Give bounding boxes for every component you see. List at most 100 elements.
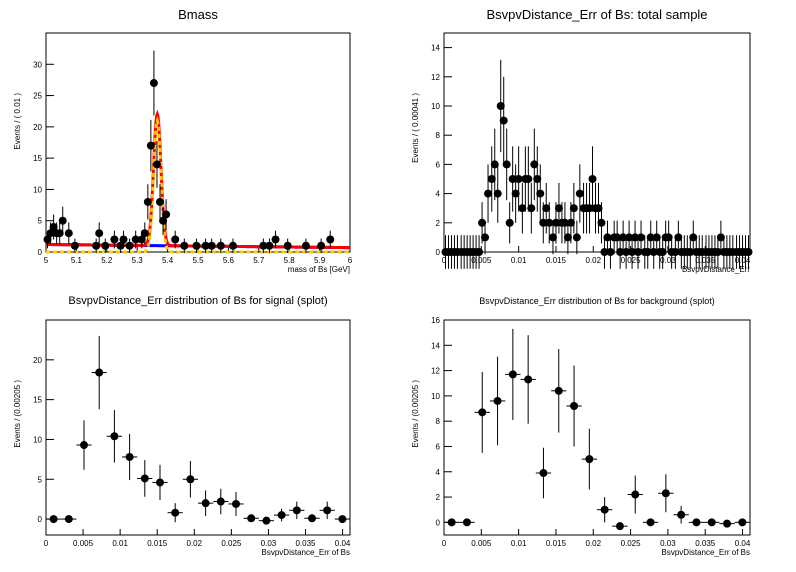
- data-point: [462, 518, 471, 527]
- x-axis-label: BsvpvDistance_Err of Bs: [662, 548, 750, 557]
- data-point: [49, 515, 58, 524]
- data-point: [149, 79, 158, 88]
- data-point: [634, 248, 643, 256]
- data-point: [478, 218, 487, 227]
- data-point: [140, 229, 149, 238]
- y-tick-label: 15: [33, 154, 42, 163]
- data-point: [566, 218, 575, 227]
- x-tick-label: 0.005: [471, 539, 492, 548]
- data-point: [180, 241, 189, 250]
- data-point: [646, 233, 655, 242]
- y-tick-label: 12: [431, 367, 440, 376]
- x-tick-label: 0: [442, 256, 447, 265]
- x-tick-label: 0.005: [471, 256, 492, 265]
- data-point: [518, 204, 527, 213]
- data-point: [116, 241, 125, 250]
- data-point: [247, 514, 256, 523]
- x-tick-label: 0.04: [335, 539, 351, 548]
- data-point: [628, 248, 637, 256]
- data-point: [707, 518, 716, 527]
- data-point: [271, 235, 280, 244]
- data-point: [478, 408, 487, 417]
- data-point: [156, 197, 164, 206]
- data-point: [689, 233, 698, 242]
- x-tick-label: 6: [348, 256, 353, 265]
- x-tick-label: 0.03: [660, 256, 676, 265]
- data-point: [490, 160, 499, 169]
- x-tick-label: 0: [442, 539, 447, 548]
- data-point: [95, 368, 104, 377]
- data-point: [649, 248, 658, 256]
- data-point: [542, 204, 551, 213]
- data-point: [125, 452, 134, 461]
- x-tick-label: 5.3: [132, 256, 144, 265]
- x-tick-label: 0.005: [73, 539, 94, 548]
- y-tick-label: 4: [436, 190, 441, 199]
- data-point: [600, 505, 609, 514]
- data-point: [326, 235, 335, 244]
- data-point: [622, 248, 631, 256]
- data-point: [588, 175, 597, 183]
- data-point: [484, 189, 493, 198]
- data-point: [162, 210, 171, 219]
- data-point: [527, 204, 536, 213]
- fit-curve-signal: [46, 115, 350, 254]
- data-point: [101, 241, 110, 250]
- data-point: [493, 189, 502, 198]
- data-point: [171, 235, 180, 244]
- y-tick-label: 20: [33, 356, 42, 365]
- x-tick-label: 0.025: [621, 256, 642, 265]
- y-tick-label: 30: [33, 60, 42, 69]
- data-point: [686, 248, 695, 256]
- chart-title: BsvpvDistance_Err of Bs: total sample: [486, 7, 707, 22]
- y-tick-label: 10: [33, 185, 42, 194]
- x-tick-label: 5.4: [162, 256, 174, 265]
- data-point: [308, 514, 316, 523]
- y-tick-label: 25: [33, 92, 42, 101]
- data-point: [502, 160, 511, 169]
- data-point: [171, 508, 180, 517]
- x-tick-label: 0.015: [546, 539, 567, 548]
- data-point: [744, 248, 753, 256]
- data-point: [156, 478, 164, 487]
- data-point: [201, 241, 210, 250]
- x-tick-label: 0.02: [187, 539, 203, 548]
- data-point: [646, 518, 655, 527]
- data-point: [493, 396, 502, 405]
- data-point: [475, 248, 484, 256]
- y-tick-label: 20: [33, 123, 42, 132]
- data-point: [511, 189, 520, 198]
- x-tick-label: 0.03: [660, 539, 676, 548]
- data-point: [554, 204, 563, 213]
- x-tick-label: 5.2: [101, 256, 113, 265]
- x-axis-label: BsvpvDistance_Err: [682, 265, 750, 274]
- x-tick-label: 0: [44, 539, 49, 548]
- data-point: [447, 518, 456, 527]
- data-point: [524, 175, 533, 183]
- y-tick-label: 5: [38, 217, 43, 226]
- data-point: [616, 248, 625, 256]
- data-point: [560, 218, 569, 227]
- data-point: [514, 175, 523, 183]
- panel-bmass: Bmass mass of Bs [GeV] Events / ( 0.01 ) 5 5…: [13, 7, 353, 274]
- panel-background-splot: BsvpvDistance_Err distribution of Bs for…: [411, 296, 751, 557]
- data-point: [505, 218, 514, 227]
- data-point: [110, 432, 119, 441]
- data-point: [283, 241, 292, 250]
- data-point: [262, 516, 271, 525]
- data-point: [652, 233, 661, 242]
- data-point: [131, 235, 140, 244]
- data-point: [259, 241, 268, 250]
- x-tick-label: 0.025: [221, 539, 242, 548]
- x-tick-label: 0.035: [295, 539, 316, 548]
- data-point: [152, 160, 161, 169]
- x-tick-label: 5.9: [314, 256, 326, 265]
- data-point: [207, 241, 216, 250]
- data-point: [723, 519, 732, 528]
- y-tick-label: 10: [431, 102, 440, 111]
- y-tick-label: 5: [38, 475, 43, 484]
- data-point: [585, 204, 594, 213]
- data-point: [615, 522, 624, 531]
- chart-title: Bmass: [178, 7, 218, 22]
